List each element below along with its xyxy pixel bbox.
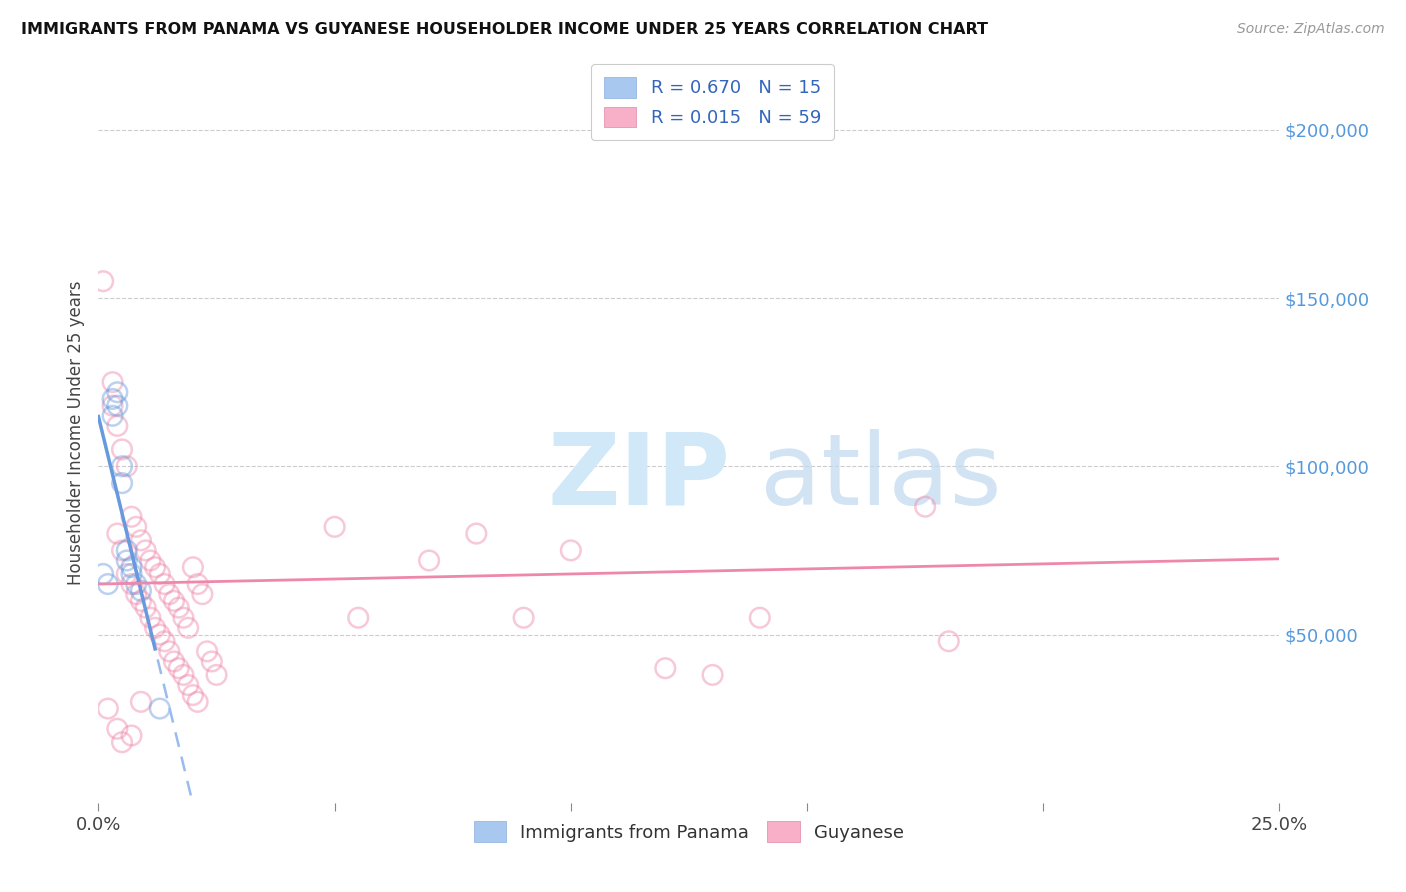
Point xyxy=(115,543,138,558)
Point xyxy=(191,587,214,601)
Point xyxy=(129,594,152,608)
Point xyxy=(177,678,200,692)
Legend: Immigrants from Panama, Guyanese: Immigrants from Panama, Guyanese xyxy=(467,814,911,849)
Point xyxy=(97,701,120,715)
Point xyxy=(347,610,370,624)
Point xyxy=(938,634,960,648)
Text: atlas: atlas xyxy=(759,428,1001,525)
Point xyxy=(129,533,152,548)
Point xyxy=(143,560,166,574)
Point xyxy=(465,526,488,541)
Point xyxy=(91,566,114,581)
Point xyxy=(181,688,204,702)
Point xyxy=(115,459,138,474)
Point xyxy=(702,668,724,682)
Point xyxy=(111,543,134,558)
Point xyxy=(149,566,172,581)
Point xyxy=(172,610,194,624)
Text: ZIP: ZIP xyxy=(547,428,730,525)
Point xyxy=(111,459,134,474)
Point xyxy=(125,587,148,601)
Point xyxy=(914,500,936,514)
Point xyxy=(172,668,194,682)
Point xyxy=(560,543,582,558)
Point xyxy=(153,634,176,648)
Point xyxy=(167,600,190,615)
Point xyxy=(105,399,128,413)
Point xyxy=(157,644,180,658)
Point xyxy=(323,520,346,534)
Point xyxy=(101,409,124,423)
Point xyxy=(418,553,440,567)
Point xyxy=(111,735,134,749)
Point xyxy=(105,385,128,400)
Point xyxy=(101,375,124,389)
Point xyxy=(135,600,157,615)
Point xyxy=(101,392,124,406)
Point xyxy=(181,560,204,574)
Point xyxy=(121,509,143,524)
Y-axis label: Householder Income Under 25 years: Householder Income Under 25 years xyxy=(66,280,84,585)
Point xyxy=(139,553,162,567)
Point xyxy=(149,627,172,641)
Point xyxy=(129,583,152,598)
Point xyxy=(149,701,172,715)
Point xyxy=(139,610,162,624)
Point xyxy=(105,526,128,541)
Point xyxy=(153,577,176,591)
Point xyxy=(157,587,180,601)
Point xyxy=(91,274,114,288)
Point xyxy=(512,610,534,624)
Point xyxy=(97,577,120,591)
Text: Source: ZipAtlas.com: Source: ZipAtlas.com xyxy=(1237,22,1385,37)
Point xyxy=(177,621,200,635)
Point xyxy=(163,594,186,608)
Point xyxy=(163,655,186,669)
Point xyxy=(135,543,157,558)
Point xyxy=(121,577,143,591)
Point xyxy=(201,655,224,669)
Point xyxy=(105,722,128,736)
Point xyxy=(195,644,218,658)
Point xyxy=(121,560,143,574)
Point xyxy=(111,476,134,491)
Point xyxy=(125,577,148,591)
Point xyxy=(125,520,148,534)
Point xyxy=(121,729,143,743)
Point xyxy=(115,553,138,567)
Point xyxy=(101,399,124,413)
Point xyxy=(105,418,128,433)
Point xyxy=(167,661,190,675)
Point xyxy=(748,610,770,624)
Point xyxy=(129,695,152,709)
Point xyxy=(111,442,134,457)
Point xyxy=(115,566,138,581)
Point xyxy=(205,668,228,682)
Point xyxy=(187,577,209,591)
Text: IMMIGRANTS FROM PANAMA VS GUYANESE HOUSEHOLDER INCOME UNDER 25 YEARS CORRELATION: IMMIGRANTS FROM PANAMA VS GUYANESE HOUSE… xyxy=(21,22,988,37)
Point xyxy=(143,621,166,635)
Point xyxy=(121,566,143,581)
Point xyxy=(187,695,209,709)
Point xyxy=(654,661,676,675)
